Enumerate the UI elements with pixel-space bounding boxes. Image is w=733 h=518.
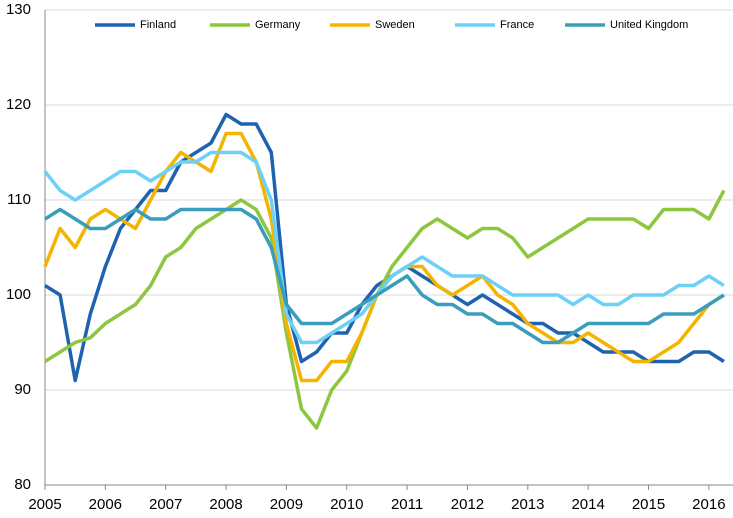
x-tick-label: 2015 xyxy=(632,496,665,513)
legend-label: Finland xyxy=(140,19,176,31)
x-tick-label: 2009 xyxy=(270,496,303,513)
series-line xyxy=(44,112,725,383)
x-tick-label: 2014 xyxy=(571,496,604,513)
series-line xyxy=(44,189,726,430)
x-tick-label: 2008 xyxy=(209,496,242,513)
x-tick-label: 2012 xyxy=(451,496,484,513)
series-line xyxy=(43,131,725,383)
legend-label: Germany xyxy=(255,19,301,31)
x-tick-label: 2005 xyxy=(28,496,61,513)
y-tick-label: 80 xyxy=(14,476,31,493)
x-tick-label: 2010 xyxy=(330,496,363,513)
x-tick-label: 2006 xyxy=(89,496,122,513)
legend-label: Sweden xyxy=(375,19,415,31)
legend-label: France xyxy=(500,19,534,31)
y-tick-label: 110 xyxy=(7,191,31,208)
x-tick-label: 2011 xyxy=(391,496,423,513)
series-line xyxy=(43,150,725,345)
series-line xyxy=(44,207,725,345)
y-tick-label: 130 xyxy=(6,1,31,18)
legend-label: United Kingdom xyxy=(610,19,688,31)
y-tick-label: 90 xyxy=(14,381,31,398)
y-tick-label: 120 xyxy=(6,96,31,113)
y-tick-label: 100 xyxy=(6,286,31,303)
x-tick-label: 2016 xyxy=(692,496,725,513)
x-tick-label: 2007 xyxy=(149,496,182,513)
x-tick-label: 2013 xyxy=(511,496,544,513)
